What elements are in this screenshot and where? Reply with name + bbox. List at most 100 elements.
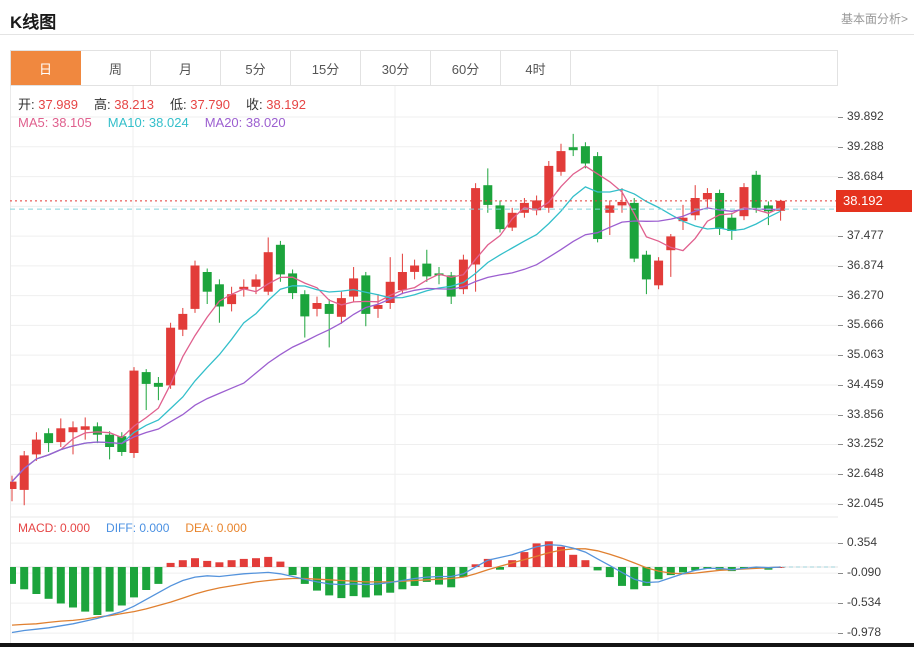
axis-tick-mark bbox=[838, 236, 843, 237]
macd-bar bbox=[691, 567, 700, 571]
macd-bar bbox=[191, 558, 199, 567]
price-axis: 39.89239.28838.68438.08137.47736.87436.2… bbox=[836, 86, 914, 643]
macd-bar bbox=[386, 567, 395, 593]
candle bbox=[605, 200, 615, 235]
tab-week[interactable]: 周 bbox=[81, 51, 151, 85]
ma-row-ma20: MA20: 38.020 bbox=[204, 115, 286, 130]
axis-tick-mark bbox=[838, 415, 843, 416]
axis-tick-mark bbox=[838, 177, 843, 178]
macd-bar bbox=[130, 567, 138, 598]
candle bbox=[141, 369, 151, 411]
tab-30min[interactable]: 30分 bbox=[361, 51, 431, 85]
chart-area[interactable] bbox=[7, 86, 838, 643]
candle bbox=[80, 417, 90, 440]
candle bbox=[92, 422, 102, 444]
macd-bar bbox=[557, 546, 565, 567]
candle bbox=[19, 450, 29, 506]
candle bbox=[776, 199, 786, 221]
macd-bar bbox=[142, 567, 151, 590]
candle bbox=[641, 250, 651, 295]
macd-bar bbox=[264, 556, 273, 567]
candle bbox=[385, 257, 395, 309]
candle bbox=[44, 428, 54, 452]
candle bbox=[751, 170, 761, 213]
axis-tick-mark bbox=[838, 296, 843, 297]
candle bbox=[288, 269, 298, 300]
tab-4hour[interactable]: 4时 bbox=[501, 51, 571, 85]
candle bbox=[129, 367, 139, 458]
candles bbox=[7, 133, 786, 506]
macd-bar bbox=[32, 567, 41, 594]
candle bbox=[300, 290, 310, 338]
axis-tick-mark bbox=[838, 573, 843, 574]
macd-bar bbox=[422, 567, 431, 582]
candle bbox=[336, 291, 346, 324]
ohlc-row-open: 开: 37.989 bbox=[18, 97, 78, 112]
tab-60min[interactable]: 60分 bbox=[431, 51, 501, 85]
candle bbox=[263, 237, 273, 296]
axis-tick-label: 35.666 bbox=[847, 317, 884, 331]
axis-tick-mark bbox=[838, 633, 843, 634]
grid bbox=[10, 86, 838, 643]
candle bbox=[690, 185, 700, 221]
axis-tick-mark bbox=[838, 474, 843, 475]
macd-bar bbox=[203, 560, 212, 567]
candle bbox=[739, 183, 749, 221]
tab-day[interactable]: 日 bbox=[11, 51, 81, 85]
macd-bar bbox=[435, 567, 443, 585]
ma-readout: MA5: 38.105 MA10: 38.024 MA20: 38.020 bbox=[18, 115, 302, 130]
candle bbox=[678, 204, 688, 231]
macd-bar bbox=[276, 561, 285, 567]
macd-row-dea: DEA: 0.000 bbox=[185, 521, 247, 535]
ohlc-row-high: 高: 38.213 bbox=[94, 97, 154, 112]
axis-tick-label: 36.270 bbox=[847, 288, 884, 302]
macd-bar bbox=[178, 560, 187, 567]
axis-tick-mark bbox=[838, 603, 843, 604]
macd-bar bbox=[117, 567, 126, 606]
candle bbox=[275, 240, 285, 282]
candle bbox=[251, 274, 261, 295]
axis-tick-label: 38.684 bbox=[847, 169, 884, 183]
candle bbox=[349, 267, 359, 302]
candle bbox=[410, 259, 420, 280]
axis-tick-label: 33.856 bbox=[847, 407, 884, 421]
fundamental-analysis-link[interactable]: 基本面分析> bbox=[840, 12, 908, 26]
axis-tick-label: 32.045 bbox=[847, 496, 884, 510]
tab-5min[interactable]: 5分 bbox=[221, 51, 291, 85]
ma10-line bbox=[11, 186, 781, 483]
chart-bottom-border bbox=[0, 643, 914, 647]
candle bbox=[31, 432, 41, 461]
axis-tick-label: 39.892 bbox=[847, 109, 884, 123]
tab-15min[interactable]: 15分 bbox=[291, 51, 361, 85]
axis-tick-mark bbox=[838, 266, 843, 267]
candle bbox=[166, 322, 176, 389]
candle bbox=[202, 268, 212, 305]
macd-bar bbox=[56, 567, 65, 604]
diff-line bbox=[11, 544, 781, 634]
macd-bar bbox=[252, 558, 260, 567]
macd-bar bbox=[447, 567, 456, 588]
candle bbox=[495, 200, 505, 233]
axis-tick-label: -0.534 bbox=[847, 595, 882, 609]
macd-bar bbox=[508, 560, 517, 567]
candle bbox=[422, 249, 432, 282]
ohlc-readout: 开: 37.989 高: 38.213 低: 37.790 收: 38.192 bbox=[18, 94, 322, 113]
macd-bar bbox=[459, 567, 468, 578]
candle bbox=[654, 257, 664, 290]
kline-chart-svg[interactable] bbox=[7, 86, 838, 643]
axis-tick-label: -0.978 bbox=[847, 625, 882, 639]
tab-month[interactable]: 月 bbox=[151, 51, 221, 85]
axis-tick-label: -0.090 bbox=[847, 565, 882, 579]
macd-bar bbox=[81, 567, 90, 612]
axis-tick-label: 35.063 bbox=[847, 347, 884, 361]
macd-bar bbox=[93, 567, 102, 615]
candle bbox=[105, 431, 115, 460]
macd-bar bbox=[642, 567, 651, 586]
axis-tick-label: 36.874 bbox=[847, 258, 884, 272]
macd-bar bbox=[8, 567, 16, 584]
candle bbox=[7, 475, 17, 502]
axis-tick-label: 34.459 bbox=[847, 377, 884, 391]
current-price-tag: 38.192 bbox=[836, 190, 912, 212]
candle bbox=[239, 279, 249, 297]
